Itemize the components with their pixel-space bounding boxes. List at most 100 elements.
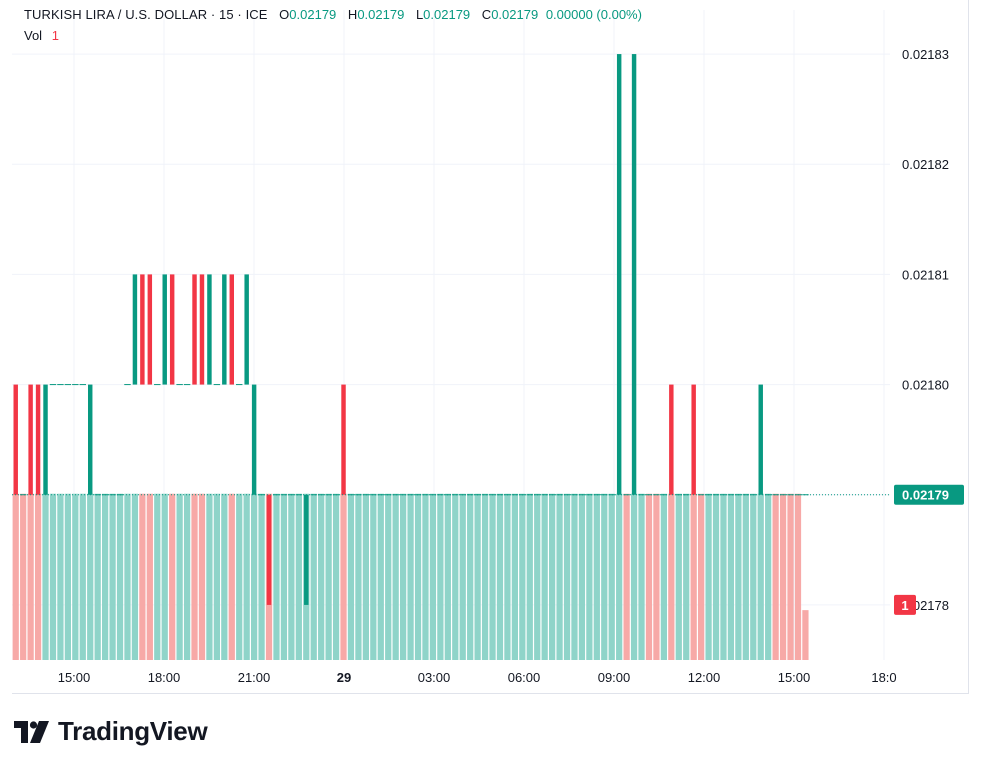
time-tick-label: 15:00 <box>778 670 811 685</box>
volume-bar <box>422 493 429 660</box>
volume-bar <box>541 493 548 660</box>
candle-body <box>669 384 674 495</box>
volume-bar <box>765 493 772 660</box>
volume-bar <box>720 493 727 660</box>
volume-bar <box>467 493 474 660</box>
volume-bar <box>586 493 593 660</box>
price-tick-label: 0.02182 <box>902 157 949 172</box>
volume-bar <box>675 493 682 660</box>
volume-bar <box>578 493 586 660</box>
axis-layer: 0.021830.021820.021810.021800.021790.021… <box>12 47 964 685</box>
time-tick-label: 12:00 <box>688 670 721 685</box>
volume-layer <box>12 493 809 660</box>
volume-bar <box>72 493 79 660</box>
candle-body <box>35 384 41 495</box>
volume-bar <box>236 493 243 660</box>
volume-bar <box>310 493 317 660</box>
volume-bar <box>362 493 369 660</box>
brand-name: TradingView <box>58 716 208 746</box>
volume-bar <box>750 493 757 660</box>
volume-bar <box>690 493 697 660</box>
volume-bar <box>102 493 109 660</box>
volume-bar <box>258 493 265 660</box>
price-tick-label: 0.02181 <box>902 267 949 282</box>
volume-bar <box>735 493 742 660</box>
volume-badge <box>894 594 916 615</box>
time-tick-label: 21:00 <box>238 670 271 685</box>
volume-bar <box>489 493 496 660</box>
volume-bar <box>779 493 787 660</box>
volume-bar <box>698 493 705 660</box>
volume-bar <box>474 493 481 660</box>
volume-bar <box>288 493 295 660</box>
symbol-legend[interactable]: TURKISH LIRA / U.S. DOLLAR · 15 · ICE O0… <box>24 7 642 22</box>
low-value: 0.02179 <box>423 7 471 22</box>
volume-bar <box>496 493 504 660</box>
volume-bar <box>191 493 198 660</box>
volume-bar <box>154 493 161 660</box>
candle-body <box>758 384 763 495</box>
time-tick-label: 18:0 <box>871 670 896 685</box>
candle-body <box>244 274 249 385</box>
chart-canvas[interactable]: 0.02183 0.02182 0.02181 0.02180 0.02179 0.021… <box>12 0 969 694</box>
close-label: C <box>481 7 492 22</box>
volume-bar <box>504 493 511 660</box>
volume-bar <box>295 493 302 660</box>
volume-bar <box>370 493 377 660</box>
volume-bar <box>20 493 27 660</box>
volume-bar <box>444 493 451 660</box>
candle-body <box>140 274 145 385</box>
volume-bar <box>571 493 578 660</box>
volume-legend[interactable]: Vol 1 <box>24 28 59 43</box>
candle-body <box>691 384 696 495</box>
high-value: 0.02179 <box>357 7 405 22</box>
tradingview-logo-icon <box>14 720 49 743</box>
volume-label: Vol <box>24 28 43 43</box>
volume-bar <box>519 493 526 660</box>
volume-bar <box>12 493 19 660</box>
symbol-title[interactable]: TURKISH LIRA / U.S. DOLLAR · 15 · ICE <box>24 7 268 22</box>
volume-bar <box>772 493 779 660</box>
volume-bar <box>727 493 735 660</box>
candle-body <box>147 274 153 385</box>
candle-body <box>207 274 212 385</box>
volume-bar <box>414 493 422 660</box>
volume-bar <box>623 493 630 660</box>
volume-bar <box>332 493 340 660</box>
candle-body <box>162 274 167 385</box>
chart-frame[interactable]: 0.02183 0.02182 0.02181 0.02180 0.02179 0.021… <box>12 0 969 694</box>
candle-body <box>192 274 197 385</box>
volume-bar <box>705 493 712 660</box>
volume-bar <box>280 493 288 660</box>
volume-bar <box>437 493 444 660</box>
candle-body <box>169 274 175 385</box>
volume-bar <box>563 493 571 660</box>
volume-bar <box>228 493 235 660</box>
volume-bar <box>668 493 675 660</box>
candle-body <box>28 384 33 495</box>
volume-bar <box>377 493 384 660</box>
volume-bar <box>385 493 392 660</box>
volume-bar <box>64 493 71 660</box>
volume-bar <box>608 493 615 660</box>
volume-bar <box>124 493 131 660</box>
volume-badge-text: 1 <box>901 598 908 613</box>
volume-bar <box>653 493 660 660</box>
volume-bar <box>616 493 623 660</box>
candle-body <box>304 494 309 605</box>
volume-bar <box>787 493 794 660</box>
volume-bar <box>511 493 518 660</box>
tradingview-logo[interactable]: TradingView <box>14 716 208 747</box>
volume-bar <box>146 493 153 660</box>
candle-body <box>341 384 346 495</box>
volume-bar <box>87 493 94 660</box>
volume-bar <box>459 493 466 660</box>
last-price-text: 0.02179 <box>902 488 949 503</box>
volume-bar <box>481 493 489 660</box>
last-price-badge <box>894 484 964 505</box>
volume-bar <box>325 493 332 660</box>
volume-bar <box>452 493 459 660</box>
volume-bar <box>94 493 101 660</box>
volume-bar <box>273 493 280 660</box>
volume-bar <box>318 493 325 660</box>
